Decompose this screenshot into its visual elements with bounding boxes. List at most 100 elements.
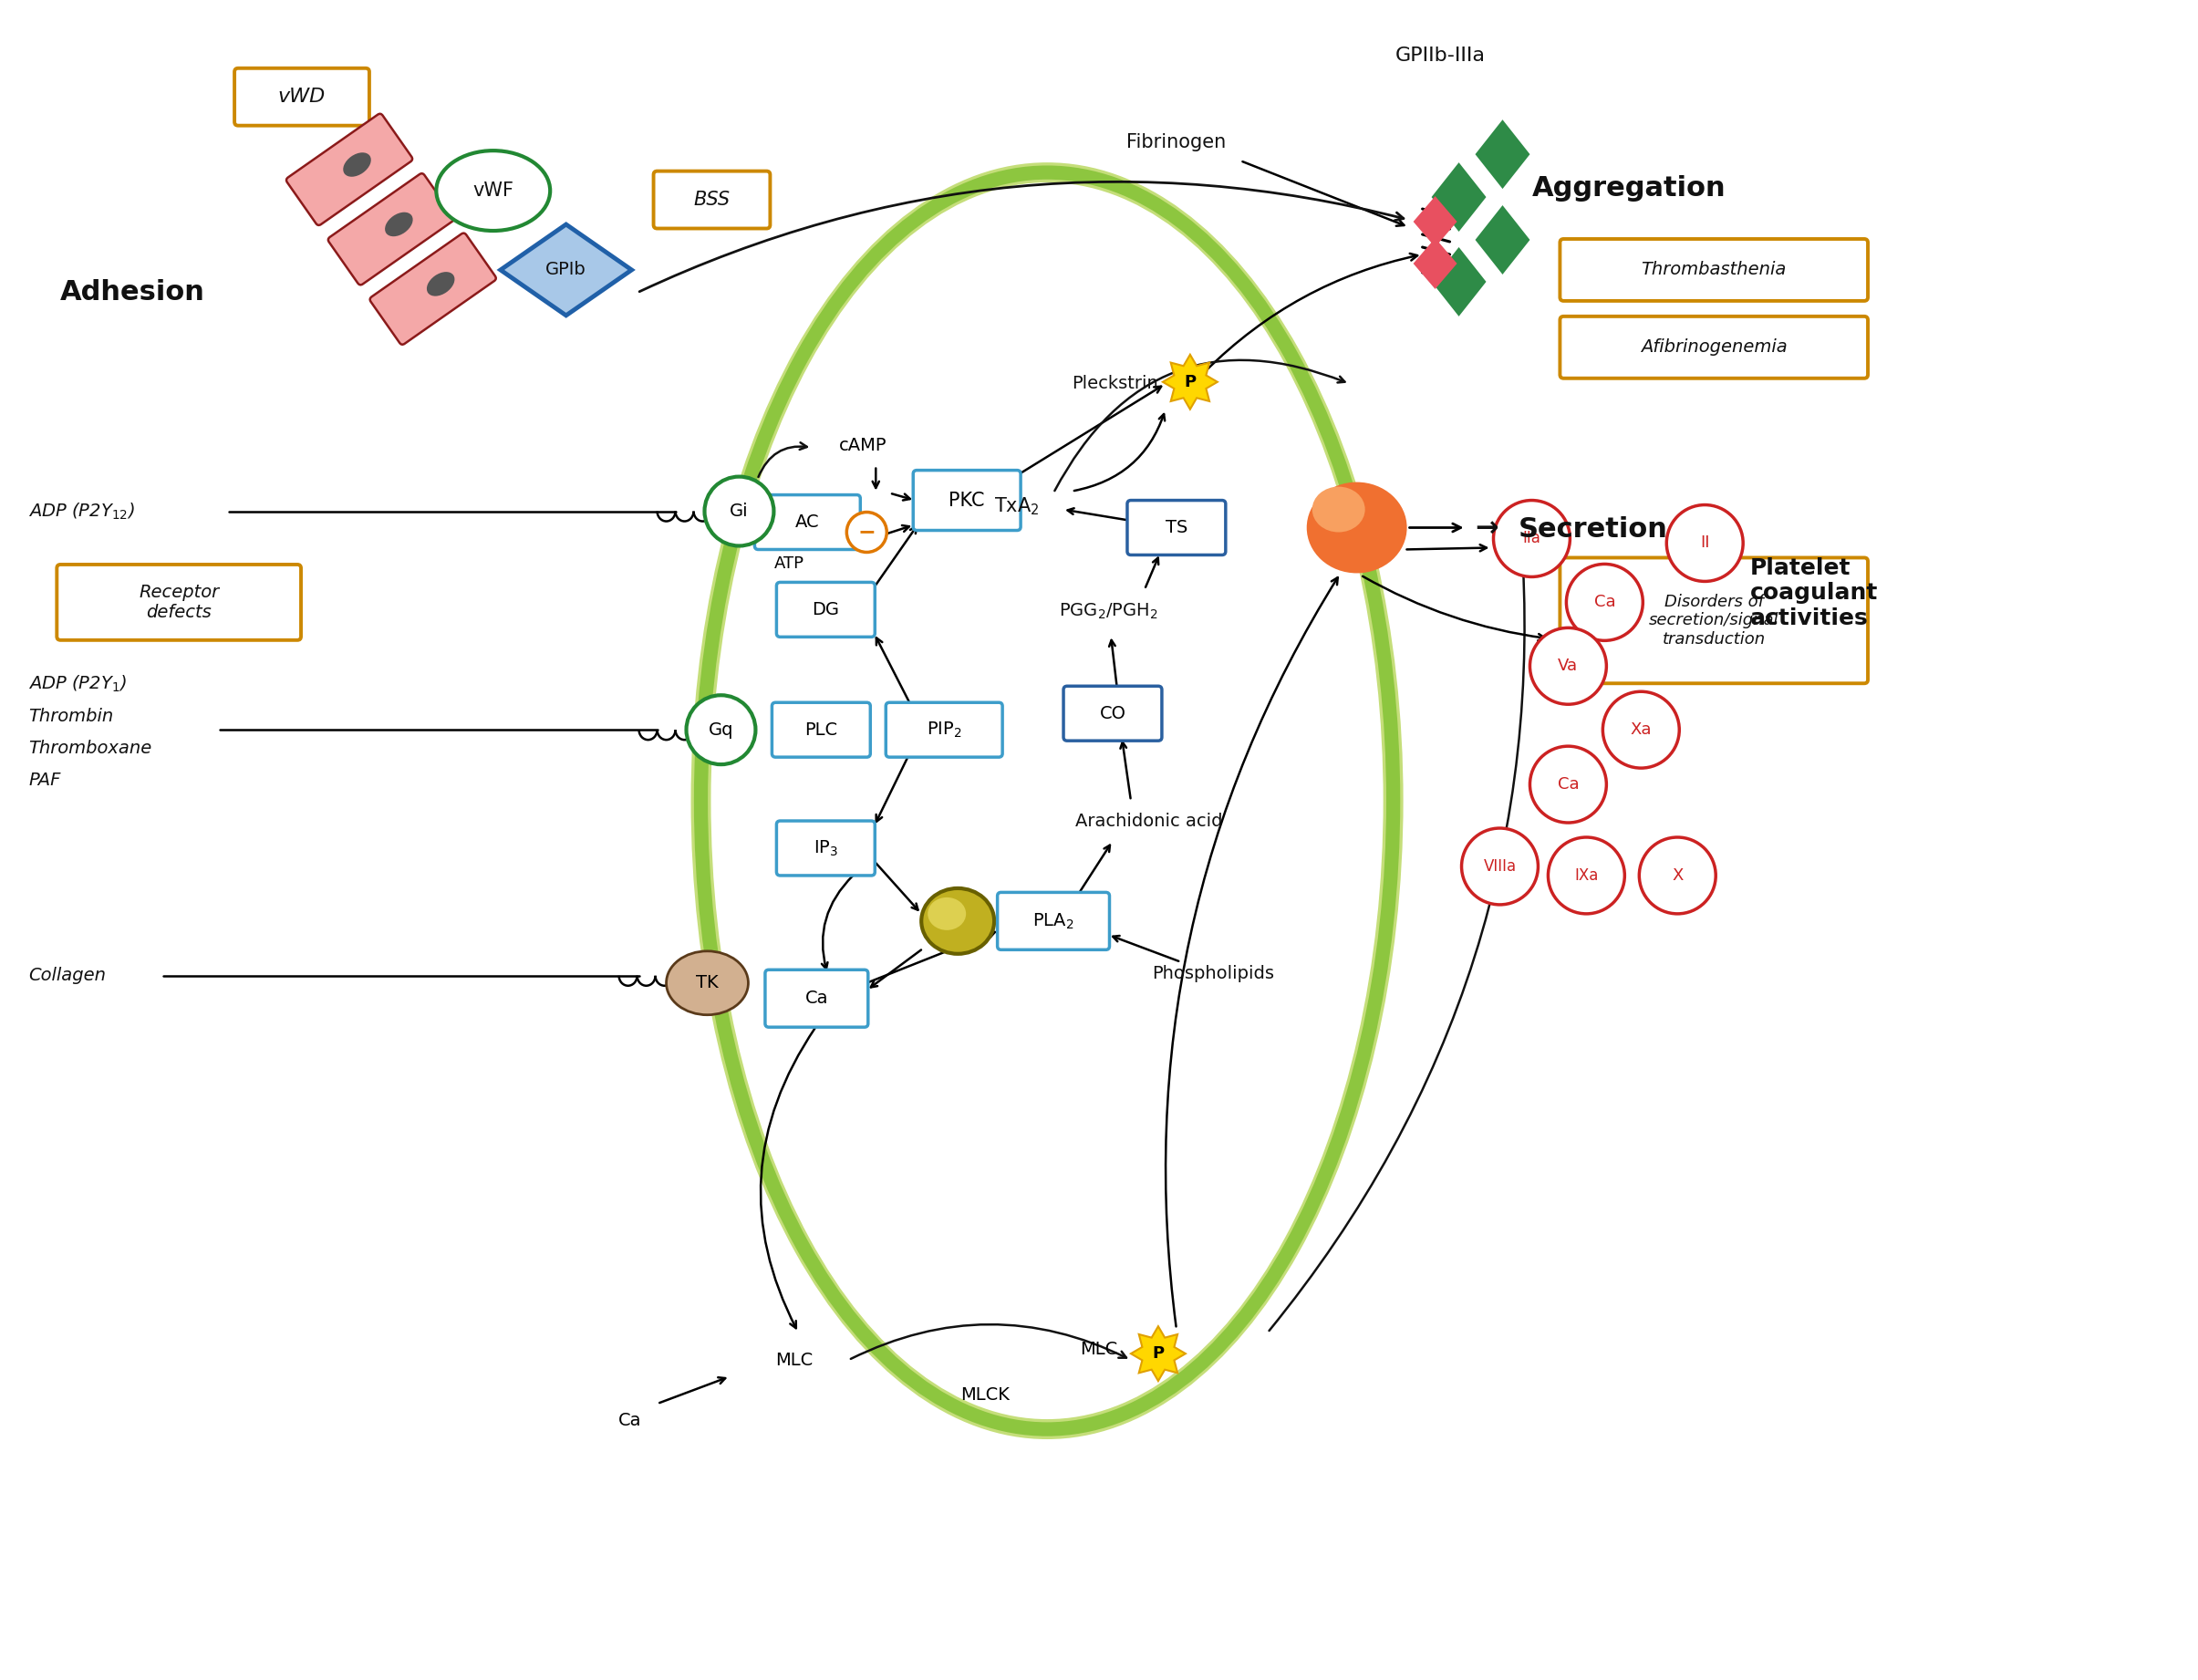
Ellipse shape (1306, 482, 1407, 573)
FancyBboxPatch shape (1064, 685, 1163, 741)
Text: Gi: Gi (730, 502, 750, 519)
Circle shape (846, 512, 886, 553)
Text: Ca: Ca (618, 1411, 642, 1428)
Ellipse shape (710, 183, 1383, 1420)
Circle shape (706, 477, 774, 546)
FancyBboxPatch shape (1561, 558, 1868, 684)
Circle shape (1547, 837, 1624, 914)
Polygon shape (1475, 119, 1530, 188)
Text: Ca: Ca (1558, 776, 1578, 793)
Polygon shape (1163, 354, 1218, 410)
FancyBboxPatch shape (653, 171, 769, 228)
Ellipse shape (385, 212, 413, 237)
Text: BSS: BSS (695, 190, 730, 208)
FancyBboxPatch shape (776, 822, 875, 875)
Text: TxA$_2$: TxA$_2$ (993, 496, 1040, 517)
Circle shape (686, 696, 756, 764)
Text: −: − (857, 521, 875, 543)
Text: Afibrinogenemia: Afibrinogenemia (1640, 339, 1787, 356)
Circle shape (1530, 628, 1607, 704)
Text: ADP (P2Y$_{12}$): ADP (P2Y$_{12}$) (29, 501, 134, 521)
Ellipse shape (1312, 487, 1365, 533)
Text: cAMP: cAMP (840, 437, 888, 454)
Circle shape (1640, 837, 1717, 914)
FancyBboxPatch shape (1561, 239, 1868, 301)
FancyBboxPatch shape (286, 114, 413, 225)
Polygon shape (1431, 247, 1486, 316)
FancyBboxPatch shape (886, 702, 1002, 758)
Text: PIP$_2$: PIP$_2$ (928, 721, 963, 739)
Text: P: P (1185, 373, 1196, 390)
Text: Collagen: Collagen (29, 968, 106, 984)
Text: Adhesion: Adhesion (62, 279, 204, 306)
Text: Secretion: Secretion (1519, 516, 1668, 543)
Text: IXa: IXa (1574, 867, 1598, 884)
FancyBboxPatch shape (754, 496, 859, 549)
FancyBboxPatch shape (235, 69, 369, 126)
Ellipse shape (426, 272, 455, 296)
FancyBboxPatch shape (912, 470, 1020, 531)
Text: Pleckstrin: Pleckstrin (1073, 375, 1158, 393)
Text: GPIIb-IIIa: GPIIb-IIIa (1396, 47, 1486, 66)
Ellipse shape (435, 151, 550, 230)
Text: IP$_3$: IP$_3$ (813, 838, 837, 858)
Text: TS: TS (1165, 519, 1187, 536)
Ellipse shape (690, 163, 1402, 1440)
Text: Phospholipids: Phospholipids (1152, 966, 1275, 983)
Text: vWD: vWD (279, 87, 325, 106)
FancyBboxPatch shape (369, 234, 497, 344)
Text: Gq: Gq (708, 721, 734, 739)
Text: PKC: PKC (950, 491, 985, 509)
Text: Thrombasthenia: Thrombasthenia (1642, 262, 1787, 279)
Ellipse shape (343, 153, 371, 176)
Text: Platelet
coagulant
activities: Platelet coagulant activities (1750, 556, 1879, 630)
Polygon shape (1413, 197, 1457, 247)
Text: Fibrinogen: Fibrinogen (1128, 133, 1226, 151)
FancyBboxPatch shape (765, 969, 868, 1026)
Circle shape (1567, 564, 1642, 640)
Text: Xa: Xa (1631, 722, 1651, 738)
Text: PLA$_2$: PLA$_2$ (1033, 911, 1075, 931)
FancyBboxPatch shape (998, 892, 1110, 949)
Polygon shape (1431, 163, 1486, 232)
Circle shape (1462, 828, 1539, 904)
Text: MLC: MLC (1079, 1341, 1117, 1357)
Circle shape (1666, 506, 1743, 581)
Text: TK: TK (697, 974, 719, 991)
Text: Disorders of
secretion/signal
transduction: Disorders of secretion/signal transducti… (1648, 593, 1778, 648)
Text: →: → (1475, 516, 1499, 543)
Text: P: P (1152, 1346, 1165, 1362)
Text: MLCK: MLCK (961, 1386, 1009, 1403)
Polygon shape (1475, 205, 1530, 274)
Text: Thrombin: Thrombin (29, 707, 114, 724)
Polygon shape (501, 225, 631, 316)
Polygon shape (1413, 239, 1457, 289)
Ellipse shape (666, 951, 747, 1015)
Text: PGG$_2$/PGH$_2$: PGG$_2$/PGH$_2$ (1059, 601, 1158, 622)
Text: Ca: Ca (1594, 595, 1616, 610)
Text: VIIIa: VIIIa (1484, 858, 1517, 875)
Text: PLC: PLC (804, 721, 837, 739)
Circle shape (1530, 746, 1607, 823)
FancyBboxPatch shape (57, 564, 301, 640)
Polygon shape (1132, 1326, 1185, 1381)
FancyBboxPatch shape (771, 702, 870, 758)
Text: MLC: MLC (776, 1351, 813, 1369)
Text: X: X (1673, 867, 1684, 884)
Text: ADP (P2Y$_1$): ADP (P2Y$_1$) (29, 674, 127, 694)
Text: II: II (1699, 534, 1710, 551)
Text: ATP: ATP (774, 556, 804, 573)
Ellipse shape (928, 897, 965, 931)
Text: GPIb: GPIb (545, 262, 587, 279)
Text: Thromboxane: Thromboxane (29, 739, 152, 756)
Text: PAF: PAF (29, 771, 62, 788)
Text: Aggregation: Aggregation (1532, 175, 1725, 202)
Circle shape (1602, 692, 1679, 768)
FancyBboxPatch shape (1128, 501, 1226, 554)
Text: Receptor
defects: Receptor defects (138, 583, 220, 622)
Ellipse shape (921, 889, 993, 954)
Text: CO: CO (1099, 704, 1125, 722)
Text: Arachidonic acid: Arachidonic acid (1075, 811, 1222, 830)
Text: vWF: vWF (473, 181, 514, 200)
FancyBboxPatch shape (776, 583, 875, 637)
